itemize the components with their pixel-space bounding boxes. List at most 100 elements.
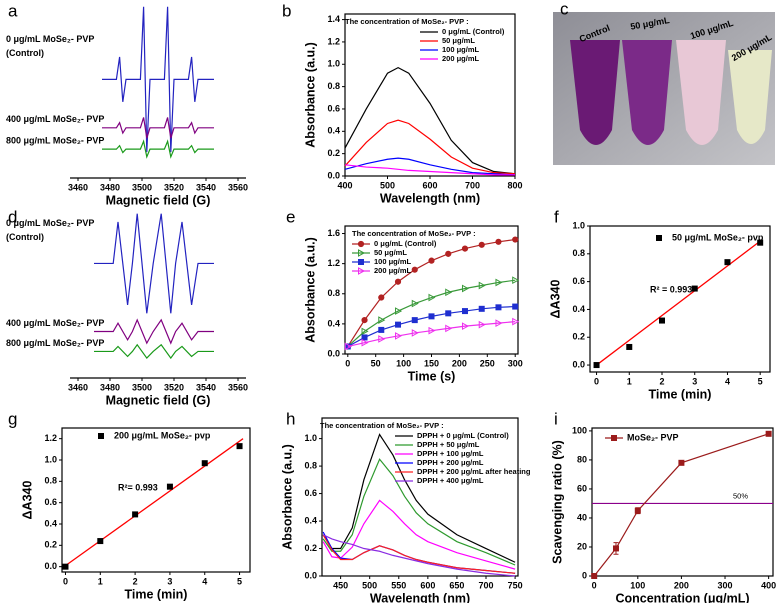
y-tick-label: 1.6 <box>327 228 340 238</box>
y-axis-title: ΔA340 <box>20 481 34 520</box>
marker <box>378 316 386 324</box>
panel-letter: g <box>8 409 17 428</box>
series-line <box>344 66 516 175</box>
legend-label: DPPH + 50 μg/mL <box>417 440 480 449</box>
x-axis-title: Time (min) <box>649 387 712 401</box>
legend-marker <box>358 249 366 257</box>
marker <box>765 430 772 437</box>
marker <box>495 278 503 287</box>
y-tick-label: 0.8 <box>327 288 340 298</box>
series-sublabel: (Control) <box>6 232 44 242</box>
marker <box>659 317 665 324</box>
x-tick-label: 3500 <box>132 382 152 392</box>
series-label: 0 μg/mL MoSe₂- PVP <box>6 34 94 44</box>
legend-label: DPPH + 200 μg/mL after heating <box>417 467 531 476</box>
series-label: 400 μg/mL MoSe₂- PVP <box>6 318 104 328</box>
legend-marker <box>656 235 662 241</box>
series-line <box>593 433 769 577</box>
marker <box>428 313 435 320</box>
marker <box>411 266 418 273</box>
panel-letter: c <box>560 0 569 18</box>
x-axis-title: Magnetic field (G) <box>106 193 211 207</box>
tube <box>676 40 726 145</box>
y-tick-label: 1.2 <box>44 433 57 443</box>
y-tick-label: 80 <box>577 454 587 464</box>
y-tick-label: 0.4 <box>304 515 317 525</box>
marker <box>445 324 453 333</box>
x-tick-label: 3460 <box>68 182 88 192</box>
y-tick-label: 1.2 <box>327 258 340 268</box>
series-line <box>322 458 516 566</box>
legend-label: DPPH + 200 μg/mL <box>417 458 484 467</box>
y-tick-label: 1.2 <box>327 36 340 46</box>
legend-label: 200 μg/mL <box>374 266 412 275</box>
legend-marker <box>358 259 364 265</box>
x-tick-label: 5 <box>758 376 763 386</box>
x-tick-label: 200 <box>674 580 689 590</box>
y-tick-label: 0.4 <box>327 318 340 328</box>
marker <box>512 303 519 310</box>
marker <box>461 322 470 330</box>
marker <box>395 307 403 315</box>
y-tick-label: 0 <box>582 570 587 580</box>
x-tick-label: 3560 <box>228 182 248 192</box>
y-tick-label: 0.8 <box>572 248 585 258</box>
legend-label: 0 μg/mL (Control) <box>374 239 437 248</box>
marker <box>378 335 386 343</box>
legend-label: 0 μg/mL (Control) <box>442 27 505 36</box>
x-tick-label: 450 <box>333 580 348 590</box>
marker <box>166 483 173 490</box>
x-axis-title: Wavelength (nm) <box>380 191 480 205</box>
marker <box>395 321 402 328</box>
plot-frame <box>591 427 774 577</box>
marker <box>678 459 685 466</box>
x-tick-label: 700 <box>465 180 480 190</box>
marker <box>201 460 208 467</box>
legend-label: 50 μg/mL <box>374 248 407 257</box>
marker <box>691 285 698 292</box>
y-tick-label: 0.4 <box>44 518 57 528</box>
y-tick-label: 0.0 <box>327 348 340 358</box>
y-tick-label: 0.0 <box>327 170 340 180</box>
x-axis-title: Time (min) <box>125 587 188 601</box>
y-tick-label: 0.6 <box>44 497 57 507</box>
series-line <box>344 119 516 175</box>
marker <box>495 304 502 311</box>
x-tick-label: 100 <box>630 580 645 590</box>
marker <box>361 338 369 347</box>
y-axis-title: Scavenging ratio (%) <box>550 440 564 564</box>
y-tick-label: 40 <box>577 512 587 522</box>
x-axis-title: Concentration (μg/mL) <box>615 591 749 603</box>
plot-frame <box>321 417 519 577</box>
y-tick-label: 0.2 <box>44 540 57 550</box>
fit-line <box>65 438 244 567</box>
legend-label: 200 μg/mL MoSe₂- pvp <box>114 430 211 440</box>
y-tick-label: 0.2 <box>304 543 317 553</box>
marker <box>62 563 69 570</box>
legend-label: MoSe₂- PVP <box>627 432 679 442</box>
x-tick-label: 400 <box>337 180 352 190</box>
series-label: 800 μg/mL MoSe₂- PVP <box>6 135 104 145</box>
legend-label: 100 μg/mL <box>374 257 412 266</box>
y-tick-label: 0.8 <box>44 476 57 486</box>
legend-label: 100 μg/mL <box>442 45 480 54</box>
x-tick-label: 2 <box>659 376 664 386</box>
x-tick-label: 1 <box>627 376 632 386</box>
series-line <box>322 534 516 577</box>
plot-frame <box>344 13 516 177</box>
series-line <box>102 6 214 153</box>
legend-label: 50 μg/mL <box>442 36 475 45</box>
series-line <box>322 433 516 563</box>
marker <box>445 250 452 257</box>
marker <box>461 308 468 315</box>
marker <box>97 538 104 545</box>
series-label: 400 μg/mL MoSe₂- PVP <box>6 114 104 124</box>
marker <box>593 362 600 369</box>
y-tick-label: 1.0 <box>572 220 585 230</box>
x-tick-label: 3520 <box>164 382 184 392</box>
panel-letter: f <box>554 207 559 226</box>
y-tick-label: 60 <box>577 483 587 493</box>
reference-label: 50% <box>733 491 748 500</box>
legend-label: DPPH + 100 μg/mL <box>417 449 484 458</box>
